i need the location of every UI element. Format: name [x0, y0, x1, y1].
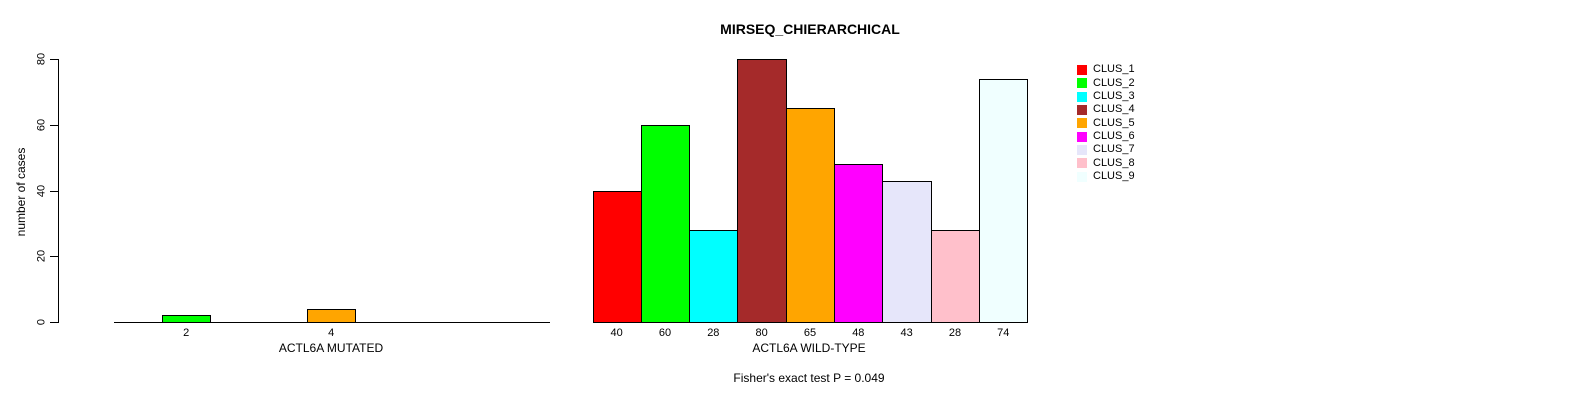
y-axis-tick: [50, 190, 58, 192]
bar-clus_2: [162, 315, 212, 323]
y-axis-tick-label: 60: [35, 118, 48, 131]
bar-clus_5: [307, 308, 357, 323]
bar-clus_3: [689, 229, 739, 323]
x-axis-label-wildtype: ACTL6A WILD-TYPE: [752, 341, 866, 355]
y-axis-tick-label: 80: [35, 52, 48, 66]
bar-clus_7: [882, 180, 932, 323]
bar-value-label: 4: [328, 327, 335, 339]
legend-item: CLUS_7: [1077, 143, 1135, 156]
legend-label: CLUS_2: [1093, 76, 1135, 89]
legend-item: CLUS_9: [1077, 170, 1135, 183]
fisher-test-footnote: Fisher's exact test P = 0.049: [733, 371, 885, 385]
bar-clus_8: [930, 229, 981, 323]
legend-swatch-clus_3: [1077, 91, 1087, 102]
bar-clus_5: [785, 108, 836, 323]
legend-item: CLUS_6: [1077, 130, 1135, 143]
bar-value-label: 60: [658, 327, 672, 339]
bar-value-label: 28: [948, 327, 962, 339]
bar-value-label: 80: [755, 327, 768, 339]
bar-value-label: 43: [900, 327, 913, 339]
legend-item: CLUS_1: [1077, 63, 1135, 76]
bar-clus_6: [834, 164, 884, 323]
bar-clus_9: [979, 78, 1029, 323]
y-axis-tick: [50, 256, 58, 258]
legend-label: CLUS_5: [1093, 116, 1135, 129]
bar-value-label: 48: [852, 327, 865, 339]
legend-swatch-clus_4: [1077, 104, 1087, 115]
bar-value-label: 74: [997, 327, 1010, 339]
bar-clus_1: [592, 190, 642, 323]
legend-swatch-clus_5: [1077, 118, 1087, 129]
bar-clus_2: [640, 124, 691, 323]
legend-label: CLUS_7: [1093, 143, 1135, 156]
y-axis-tick: [50, 59, 58, 60]
legend-item: CLUS_3: [1077, 90, 1135, 103]
bar-value-label: 40: [610, 327, 623, 339]
legend-swatch-clus_7: [1077, 144, 1087, 155]
legend-label: CLUS_4: [1093, 103, 1135, 116]
x-axis-label-mutated: ACTL6A MUTATED: [278, 341, 384, 355]
legend-swatch-clus_9: [1077, 171, 1087, 182]
legend-swatch-clus_1: [1077, 64, 1087, 75]
legend-item: CLUS_5: [1077, 117, 1135, 130]
legend-item: CLUS_4: [1077, 103, 1135, 116]
bar-value-label: 28: [707, 327, 720, 339]
legend-swatch-clus_2: [1077, 78, 1087, 89]
legend-swatch-clus_6: [1077, 131, 1087, 142]
legend-label: CLUS_6: [1093, 130, 1135, 143]
y-axis-tick-label: 0: [35, 318, 48, 326]
legend-label: CLUS_1: [1093, 63, 1135, 76]
y-axis-tick: [50, 322, 58, 323]
legend-label: CLUS_3: [1093, 90, 1135, 103]
bar-value-label: 2: [183, 327, 190, 339]
legend-item: CLUS_8: [1077, 157, 1135, 170]
bar-clus_4: [737, 59, 787, 323]
bar-value-label: 65: [803, 327, 817, 339]
y-axis-tick-label: 20: [35, 250, 48, 263]
legend-swatch-clus_8: [1077, 158, 1087, 169]
y-axis-tick: [50, 124, 58, 126]
y-axis-tick-label: 40: [35, 184, 48, 197]
legend-label: CLUS_8: [1093, 156, 1135, 169]
legend-item: CLUS_2: [1077, 77, 1135, 90]
legend-label: CLUS_9: [1093, 170, 1135, 183]
chart-title: MIRSEQ_CHIERARCHICAL: [720, 21, 900, 37]
y-axis-line: [58, 59, 59, 323]
y-axis-title: number of cases: [14, 147, 28, 237]
